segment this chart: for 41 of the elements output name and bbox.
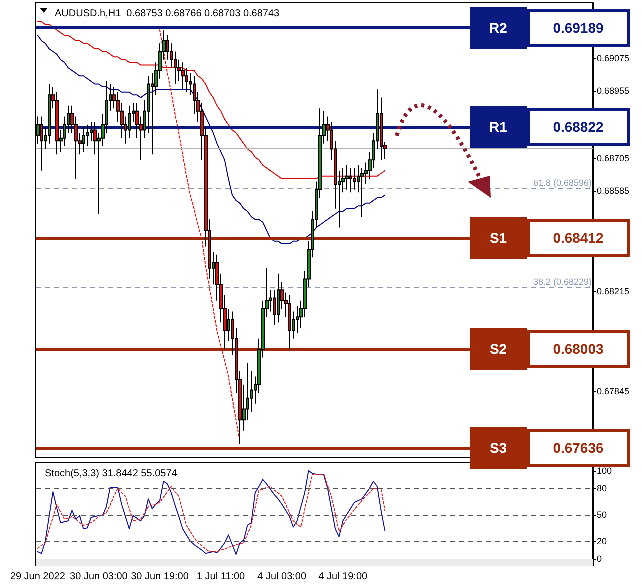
x-tick-label: 30 Jun 19:00 xyxy=(131,572,190,582)
x-tick-label: 4 Jul 19:00 xyxy=(318,572,368,582)
text: Stoch(5,3,3) 31.8442 55.0574 xyxy=(45,468,178,480)
candlestick xyxy=(40,116,43,172)
x-tick-label: 29 Jun 2022 xyxy=(10,572,66,582)
candlestick xyxy=(277,273,280,324)
x-tick-label: 4 Jul 03:00 xyxy=(258,572,307,582)
text: AUDUSD.h,H1 0.68753 0.68766 0.68703 0.68743 xyxy=(55,8,280,20)
line-series xyxy=(37,21,386,180)
x-tick-label: 30 Jun 03:00 xyxy=(70,572,128,582)
candlestick xyxy=(181,62,185,90)
candlestick xyxy=(82,127,85,152)
annotation: 0.69189 xyxy=(527,8,630,47)
ref-line-label: 61.8 (0.68596) xyxy=(533,178,592,188)
y-tick-label: 20 xyxy=(597,536,608,546)
ref-line-label: R2 xyxy=(470,6,527,49)
y-tick-label: 0 xyxy=(597,554,602,564)
x-tick-label: 1 Jul 11:00 xyxy=(196,572,246,582)
y-tick-label: 0.67845 xyxy=(597,386,630,397)
candlestick xyxy=(288,295,291,350)
ref-line-label: S2 xyxy=(470,328,527,370)
candlestick xyxy=(345,165,349,190)
y-tick-label: 50 xyxy=(597,510,608,520)
ref-line-label: S3 xyxy=(470,427,527,470)
y-tick-label: 0.68705 xyxy=(597,154,630,164)
y-tick-label: 0.68955 xyxy=(597,86,630,96)
candlestick xyxy=(349,168,352,194)
y-tick-label: 0.68585 xyxy=(597,186,630,196)
y-tick-label: 80 xyxy=(597,484,608,494)
line-series xyxy=(159,30,241,442)
annotation: 0.68822 xyxy=(527,108,630,146)
annotation: 0.68003 xyxy=(527,330,630,368)
y-tick-label: 0.69075 xyxy=(597,54,630,64)
ref-line-label: 38.2 (0.68229) xyxy=(533,277,592,288)
y-tick-label: 0.68215 xyxy=(597,286,630,296)
ref-line-label: S1 xyxy=(470,217,527,260)
ref-line-label: R1 xyxy=(470,106,527,148)
annotation: 0.68412 xyxy=(527,219,630,258)
annotation: 0.67636 xyxy=(527,429,630,468)
line-series xyxy=(37,35,386,245)
candlestick xyxy=(353,168,356,190)
